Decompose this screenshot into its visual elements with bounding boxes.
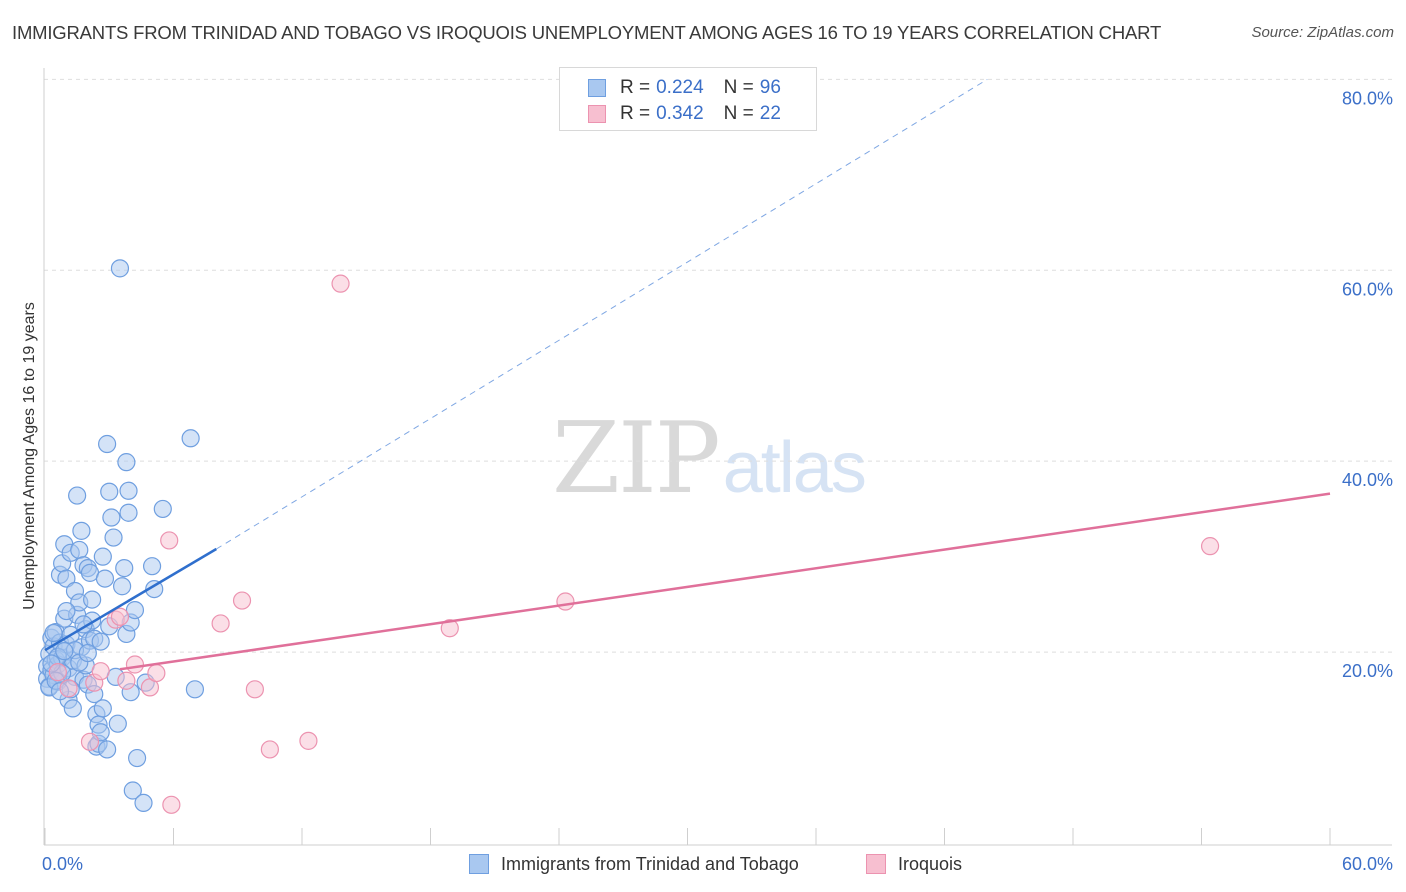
trinidad-point	[100, 482, 119, 501]
trinidad-point	[93, 699, 112, 718]
x-tick-label-max: 60.0%	[1342, 854, 1393, 874]
trinidad-point	[123, 781, 142, 800]
legend-n-value: 96	[759, 77, 781, 98]
y-tick-label: 80.0%	[1342, 88, 1393, 108]
trend-lines	[44, 78, 1331, 671]
trinidad-point	[145, 579, 164, 599]
axes	[43, 68, 1392, 846]
trinidad-point	[127, 748, 147, 768]
x-tick-labels: 0.0% 60.0%	[42, 854, 1393, 874]
iroquois-point	[260, 740, 279, 759]
trinidad-point	[153, 499, 172, 519]
trinidad-point	[181, 429, 200, 448]
trinidad-point	[55, 642, 74, 661]
trend-line-iroquois	[119, 492, 1331, 671]
trend-line-trinidad	[44, 547, 217, 652]
legend-r-value: 0.224	[656, 77, 704, 98]
x-tick-marks	[44, 828, 1331, 845]
watermark: ZIPatlas	[552, 402, 867, 516]
iroquois-point	[110, 607, 130, 626]
trinidad-point	[70, 540, 89, 560]
trinidad-point	[57, 601, 76, 621]
legend-swatch-blue	[588, 79, 606, 97]
trinidad-point	[102, 508, 121, 527]
legend-swatch-pink	[588, 105, 606, 123]
iroquois-point	[211, 614, 230, 633]
legend-r-label: R =	[620, 77, 651, 98]
bottom-legend-swatch-pink	[866, 854, 886, 874]
trinidad-point	[134, 793, 153, 813]
bottom-legend-iroquois: Iroquois	[866, 851, 962, 877]
legend-n-label: N =	[723, 77, 754, 98]
trinidad-point	[83, 590, 102, 609]
trinidad-point	[72, 521, 91, 540]
y-tick-label: 40.0%	[1342, 470, 1393, 490]
legend-n-value: 22	[759, 103, 781, 124]
iroquois-point	[556, 592, 575, 611]
trinidad-point	[91, 632, 110, 651]
iroquois-point	[147, 663, 166, 683]
trinidad-point	[93, 547, 112, 566]
iroquois-point	[59, 679, 78, 698]
legend-row-iroquois: R = 0.342 N = 22	[588, 102, 781, 126]
iroquois-point	[80, 732, 100, 751]
legend-row-trinidad: R = 0.224 N = 96	[588, 76, 781, 100]
trinidad-point	[125, 600, 145, 620]
iroquois-point	[125, 655, 145, 674]
grid-lines	[44, 78, 1392, 653]
trinidad-point	[44, 623, 63, 643]
watermark-atlas: atlas	[722, 428, 867, 508]
trinidad-point	[112, 577, 132, 596]
correlation-legend: R = 0.224 N = 96 R = 0.342 N = 22	[559, 67, 817, 131]
legend-n-label: N =	[723, 103, 754, 124]
y-axis-label: Unemployment Among Ages 16 to 19 years	[21, 302, 38, 610]
chart-title: IMMIGRANTS FROM TRINIDAD AND TOBAGO VS I…	[12, 22, 1162, 43]
trinidad-point	[63, 699, 82, 718]
trinidad-point	[119, 503, 138, 522]
iroquois-point	[91, 662, 110, 681]
bottom-legend-trinidad: Immigrants from Trinidad and Tobago	[469, 851, 799, 877]
iroquois-point	[48, 663, 67, 682]
trinidad-point	[115, 558, 134, 578]
iroquois-point	[117, 671, 136, 690]
trinidad-point	[104, 528, 123, 547]
trinidad-point	[95, 569, 115, 588]
trend-line-trinidad-projection	[216, 78, 988, 550]
x-tick-label-min: 0.0%	[42, 854, 83, 874]
y-tick-labels: 20.0% 40.0% 60.0% 80.0%	[1342, 88, 1393, 681]
trinidad-point	[78, 643, 97, 663]
iroquois-point	[245, 680, 264, 699]
trinidad-point	[185, 680, 205, 699]
iroquois-point	[1200, 537, 1220, 556]
trinidad-point	[98, 434, 117, 454]
trinidad-point	[117, 453, 136, 472]
trinidad-point	[57, 569, 76, 588]
legend-r-value: 0.342	[656, 103, 704, 124]
series-trinidad-points	[38, 259, 205, 813]
trinidad-point	[98, 740, 117, 759]
bottom-legend-label-trinidad: Immigrants from Trinidad and Tobago	[501, 853, 799, 874]
watermark-zip: ZIP	[552, 402, 721, 516]
y-tick-label: 20.0%	[1342, 661, 1393, 681]
series-iroquois-points	[48, 274, 1220, 814]
iroquois-point	[232, 591, 252, 610]
iroquois-point	[331, 274, 350, 293]
bottom-legend-swatch-blue	[469, 854, 489, 874]
y-tick-label: 60.0%	[1342, 279, 1393, 299]
trinidad-point	[110, 259, 130, 278]
legend-r-label: R =	[620, 103, 651, 124]
trinidad-point	[142, 557, 162, 576]
iroquois-point	[162, 795, 181, 814]
trinidad-point	[119, 481, 138, 500]
iroquois-point	[160, 531, 179, 550]
iroquois-point	[299, 731, 318, 750]
trinidad-point	[68, 486, 87, 505]
trinidad-point	[108, 714, 127, 733]
bottom-legend-label-iroquois: Iroquois	[898, 853, 963, 874]
source-credit: Source: ZipAtlas.com	[1251, 24, 1394, 41]
iroquois-point	[440, 619, 459, 638]
